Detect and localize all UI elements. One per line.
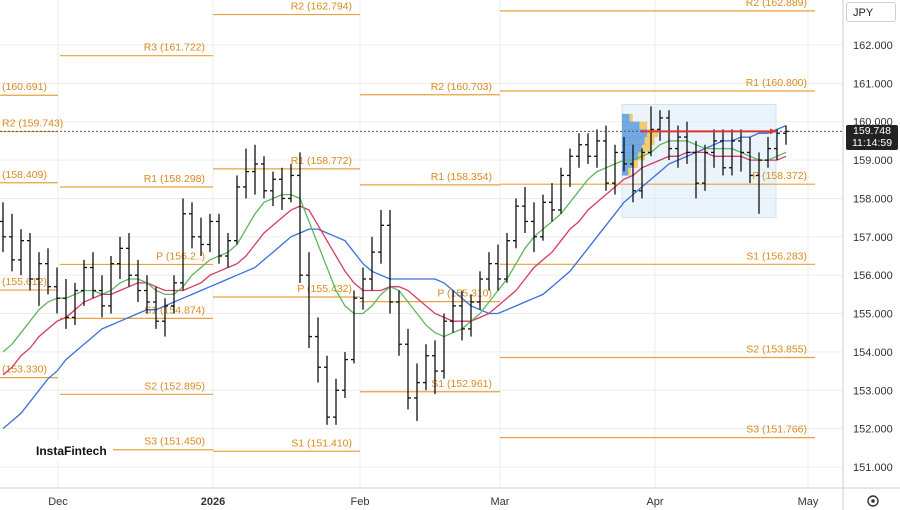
pivot-label: (155.612) xyxy=(2,276,47,288)
y-tick-label: 153.000 xyxy=(853,385,893,397)
volume-profile-bar xyxy=(622,136,645,145)
pivot-label: P (155.432) xyxy=(297,283,352,295)
pivot-label: R1 (160.800) xyxy=(746,77,807,89)
x-tick-label: Apr xyxy=(646,496,663,508)
pivot-label: R2 (162.889) xyxy=(746,0,807,9)
volume-profile-bar xyxy=(622,121,640,130)
pivot-label: P (155.310) xyxy=(437,288,492,300)
pivot-label: S1 (152.961) xyxy=(431,378,492,390)
watermark-logo: InstaFintech xyxy=(30,441,113,461)
y-tick-label: 160.000 xyxy=(853,117,893,129)
x-tick-label: 2026 xyxy=(201,496,225,508)
y-tick-label: 156.000 xyxy=(853,270,893,282)
volume-profile-bar-yellow xyxy=(628,167,631,176)
y-tick-label: 161.000 xyxy=(853,78,893,90)
pivot-label: S2 (153.855) xyxy=(746,343,807,355)
pivot-label: S3 (151.450) xyxy=(144,436,205,448)
moving-average-blue xyxy=(2,125,787,430)
pivot-label: R1 (158.298) xyxy=(144,173,205,185)
pivot-label: P (158.372) xyxy=(752,170,807,182)
current-price-tag: 159.748 11:14:59 xyxy=(846,125,898,150)
currency-selector[interactable]: JPY xyxy=(846,2,896,22)
countdown-timer: 11:14:59 xyxy=(851,137,893,149)
y-tick-label: 157.000 xyxy=(853,232,893,244)
volume-profile-bar xyxy=(622,129,647,138)
volume-profile-bar xyxy=(622,152,638,161)
pivot-label: R1 (158.354) xyxy=(431,171,492,183)
current-price-value: 159.748 xyxy=(853,125,891,137)
volume-profile-box xyxy=(621,103,777,219)
pivot-label: S1 (151.410) xyxy=(291,437,352,449)
pivot-label: R2 (159.743) xyxy=(2,118,63,130)
volume-profile-bar xyxy=(622,144,642,153)
volume-profile-bar-yellow xyxy=(647,129,658,138)
volume-profile-bar xyxy=(622,159,633,168)
x-tick-label: Feb xyxy=(351,496,370,508)
pivot-label: S2 (152.895) xyxy=(144,380,205,392)
pivot-label: S3 (151.766) xyxy=(746,424,807,436)
horizontal-ray-arrow xyxy=(770,128,776,135)
x-tick-label: Mar xyxy=(491,496,510,508)
y-tick-label: 155.000 xyxy=(853,309,893,321)
y-tick-label: 162.000 xyxy=(853,40,893,52)
pivot-label: R2 (160.703) xyxy=(431,81,492,93)
moving-average-green xyxy=(2,140,787,353)
pivot-label: R2 (162.794) xyxy=(291,1,352,13)
volume-profile-bar-yellow xyxy=(644,136,655,145)
volume-profile-bar-yellow xyxy=(642,144,651,153)
pivot-label: S1 (156.283) xyxy=(746,250,807,262)
pivot-label: R1 (158.772) xyxy=(291,155,352,167)
x-tick-label: May xyxy=(798,496,819,508)
moving-average-red xyxy=(2,151,787,376)
y-tick-label: 158.000 xyxy=(853,193,893,205)
pivot-label: R3 (161.722) xyxy=(144,42,205,54)
settings-gear-icon[interactable] xyxy=(866,494,880,508)
volume-profile-bar xyxy=(622,167,628,176)
pivot-label: (160.691) xyxy=(2,81,47,93)
x-tick-label: Dec xyxy=(48,496,68,508)
volume-profile-bar-yellow xyxy=(629,113,633,122)
volume-profile-bar xyxy=(622,113,630,122)
y-tick-label: 152.000 xyxy=(853,424,893,436)
y-tick-label: 159.000 xyxy=(853,155,893,167)
y-tick-label: 154.000 xyxy=(853,347,893,359)
pivot-label: (158.409) xyxy=(2,169,47,181)
volume-profile-bar-yellow xyxy=(639,121,648,130)
y-tick-label: 151.000 xyxy=(853,462,893,474)
pivot-label: P (156.2..) xyxy=(156,250,205,262)
volume-profile-bar-yellow xyxy=(633,159,638,168)
